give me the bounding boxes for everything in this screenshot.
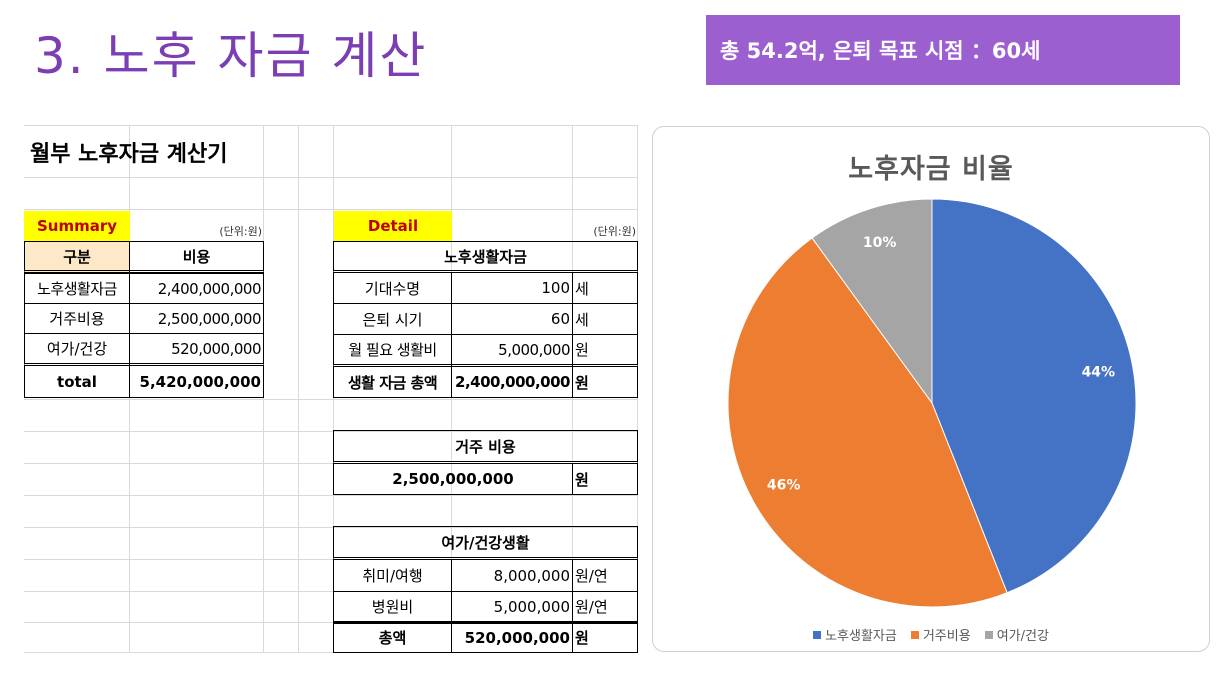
legend-item-2: 거주비용 <box>910 625 971 644</box>
housing-unit: 원 <box>572 463 638 495</box>
detail-row-name: 은퇴 시기 <box>333 303 452 335</box>
summary-row-name: 노후생활자금 <box>24 273 130 304</box>
pie-chart-card: 노후자금 비율 44% 46% 10% 노후생활자금 거주비용 여가/건강 <box>652 126 1210 652</box>
detail-row-unit: 세 <box>572 272 638 304</box>
spreadsheet: 월부 노후자금 계산기 Summary (단위:원) 구분 비용 노후생활자금 … <box>24 125 638 653</box>
summary-row-name: 여가/건강 <box>24 333 130 366</box>
detail-unit: (단위:원) <box>593 225 636 238</box>
calculator-heading: 월부 노후자금 계산기 <box>30 142 228 167</box>
detail-row-unit: 세 <box>572 303 638 335</box>
detail-row-value: 100 <box>451 272 573 304</box>
summary-row-name: 거주비용 <box>24 303 130 334</box>
pie-slice-label-1: 44% <box>1082 364 1116 380</box>
slide-title: 3. 노후 자금 계산 <box>34 27 428 85</box>
pie-slice-label-3: 10% <box>863 235 897 251</box>
detail-row-value: 60 <box>451 303 573 335</box>
legend-swatch <box>984 630 993 639</box>
pie-slice-2 <box>727 237 1008 607</box>
detail-row-unit: 원 <box>572 334 638 367</box>
legend-item-1: 노후생활자금 <box>813 625 897 644</box>
summary-row-value: 2,400,000,000 <box>129 273 264 304</box>
detail-row-name: 월 필요 생활비 <box>333 334 452 367</box>
summary-row-value: 2,500,000,000 <box>129 303 264 334</box>
summary-total-label: total <box>24 365 130 398</box>
pie-chart: 44% 46% 10% <box>727 198 1137 607</box>
detail-row-value: 5,000,000 <box>451 591 573 624</box>
housing-title: 거주 비용 <box>333 430 638 464</box>
pie-slice-label-2: 46% <box>767 478 801 494</box>
summary-total-value: 5,420,000,000 <box>129 365 264 398</box>
legend-label: 여가/건강 <box>996 629 1049 644</box>
detail-row-value: 8,000,000 <box>451 559 573 592</box>
detail-row-unit: 원/연 <box>572 591 638 624</box>
living-title: 노후생활자금 <box>333 241 638 273</box>
chart-title: 노후자금 비율 <box>848 154 1014 185</box>
legend-swatch <box>910 630 919 639</box>
legend-swatch <box>813 630 822 639</box>
detail-row-name: 취미/여행 <box>333 559 452 592</box>
summary-banner: 총 54.2억, 은퇴 목표 시점 ：60세 <box>706 15 1180 85</box>
leisure-total-name: 총액 <box>333 622 452 653</box>
summary-category-header: 구분 <box>24 241 130 273</box>
detail-label: Detail <box>334 211 452 241</box>
summary-unit: (단위:원) <box>219 225 262 238</box>
pie-slice-1 <box>931 198 1137 594</box>
detail-row-name: 병원비 <box>333 591 452 624</box>
summary-label: Summary <box>24 211 130 241</box>
summary-row-value: 520,000,000 <box>129 333 264 366</box>
leisure-total-unit: 원 <box>572 622 638 653</box>
living-total-name: 생활 자금 총액 <box>333 366 452 398</box>
summary-cost-header: 비용 <box>129 241 264 273</box>
legend-label: 거주비용 <box>922 629 971 644</box>
detail-row-value: 5,000,000 <box>451 334 573 367</box>
pie-slice-3 <box>811 198 933 405</box>
legend-item-3: 여가/건강 <box>984 625 1049 644</box>
leisure-total-value: 520,000,000 <box>451 622 573 653</box>
legend-label: 노후생활자금 <box>825 629 897 644</box>
detail-row-name: 기대수명 <box>333 272 452 304</box>
housing-value: 2,500,000,000 <box>333 463 573 495</box>
living-total-value: 2,400,000,000 <box>451 366 573 398</box>
chart-legend: 노후생활자금 거주비용 여가/건강 <box>653 625 1209 644</box>
detail-row-unit: 원/연 <box>572 559 638 592</box>
living-total-unit: 원 <box>572 366 638 398</box>
leisure-title: 여가/건강생활 <box>333 526 638 560</box>
